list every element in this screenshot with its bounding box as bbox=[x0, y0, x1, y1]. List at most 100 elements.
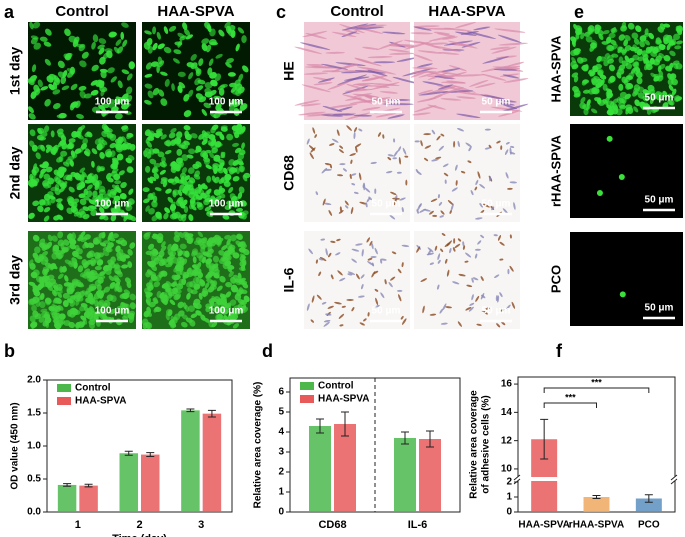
cell bbox=[220, 151, 226, 159]
cell bbox=[160, 296, 167, 304]
cell bbox=[160, 270, 168, 277]
stain bbox=[475, 295, 480, 302]
cell bbox=[189, 319, 196, 327]
cell bbox=[123, 215, 128, 222]
fiber bbox=[448, 65, 467, 72]
cell bbox=[153, 281, 161, 288]
fiber bbox=[294, 46, 323, 55]
cell bbox=[652, 92, 658, 100]
x-tick-label: rHAA-SPVA bbox=[569, 520, 624, 531]
cell bbox=[176, 131, 183, 139]
micrograph bbox=[27, 123, 137, 222]
cell bbox=[178, 82, 186, 89]
stain bbox=[452, 247, 456, 252]
cell bbox=[658, 52, 665, 59]
cell bbox=[121, 292, 129, 300]
cell bbox=[639, 40, 645, 48]
cell bbox=[75, 321, 82, 328]
stain bbox=[339, 163, 346, 166]
stain bbox=[367, 257, 373, 261]
legend-swatch bbox=[300, 382, 314, 390]
cell bbox=[181, 154, 189, 161]
cell bbox=[164, 150, 172, 155]
cell bbox=[205, 164, 213, 170]
bar bbox=[394, 438, 416, 512]
cell bbox=[156, 233, 164, 241]
fiber bbox=[301, 84, 331, 93]
cell bbox=[77, 131, 82, 139]
stain bbox=[393, 198, 397, 206]
cell bbox=[55, 198, 63, 203]
cell bbox=[650, 72, 657, 78]
cell bbox=[82, 242, 89, 249]
fiber bbox=[349, 99, 377, 105]
fiber bbox=[481, 73, 507, 81]
cell bbox=[63, 239, 70, 246]
stain bbox=[500, 145, 503, 150]
cell bbox=[658, 43, 666, 51]
cell bbox=[621, 76, 628, 84]
stain bbox=[501, 321, 506, 326]
stain bbox=[357, 295, 365, 298]
bar bbox=[79, 485, 98, 512]
stain bbox=[477, 171, 481, 179]
cell bbox=[234, 79, 241, 87]
cell bbox=[186, 292, 191, 300]
stain bbox=[434, 245, 438, 251]
cell bbox=[153, 297, 158, 305]
stain bbox=[458, 273, 466, 277]
cell bbox=[236, 158, 244, 165]
stain bbox=[391, 251, 397, 255]
cell bbox=[169, 204, 177, 211]
cell bbox=[83, 93, 92, 99]
cell bbox=[109, 308, 116, 315]
fiber bbox=[294, 99, 320, 106]
stain bbox=[325, 248, 328, 256]
stain bbox=[430, 198, 438, 202]
cell bbox=[145, 62, 153, 70]
cell bbox=[63, 53, 71, 60]
stain bbox=[375, 297, 379, 306]
stain bbox=[484, 147, 491, 150]
cell bbox=[70, 171, 78, 178]
stain bbox=[314, 134, 317, 138]
cell bbox=[121, 143, 129, 150]
cell bbox=[102, 240, 110, 245]
cell bbox=[580, 57, 588, 63]
stain bbox=[444, 242, 451, 248]
cell bbox=[79, 90, 86, 99]
cell bbox=[75, 254, 83, 260]
fiber bbox=[491, 46, 517, 54]
cell bbox=[143, 198, 150, 204]
stain bbox=[393, 150, 399, 157]
cell bbox=[159, 169, 166, 175]
stain bbox=[451, 187, 458, 192]
cell bbox=[195, 196, 203, 201]
cell bbox=[179, 202, 186, 209]
cell bbox=[195, 161, 202, 168]
cell bbox=[170, 161, 178, 168]
x-tick-label: PCO bbox=[638, 520, 660, 531]
cell bbox=[187, 287, 194, 294]
stain bbox=[351, 258, 357, 263]
scale-bar-label: 100 μm bbox=[95, 199, 130, 210]
cell bbox=[169, 258, 174, 266]
cell bbox=[116, 286, 123, 293]
cell bbox=[170, 128, 177, 134]
stain bbox=[374, 288, 379, 292]
stain bbox=[484, 307, 491, 310]
stain bbox=[437, 194, 440, 199]
stain bbox=[450, 203, 454, 212]
column-header: Control bbox=[55, 3, 108, 20]
cell bbox=[39, 238, 46, 245]
cell bbox=[235, 240, 242, 247]
cell bbox=[169, 213, 177, 220]
fiber bbox=[355, 26, 385, 30]
cell bbox=[32, 296, 40, 304]
cell bbox=[173, 274, 181, 280]
cell bbox=[129, 302, 136, 310]
panel-label: d bbox=[262, 341, 273, 361]
cell bbox=[184, 250, 190, 258]
cell bbox=[178, 232, 185, 239]
